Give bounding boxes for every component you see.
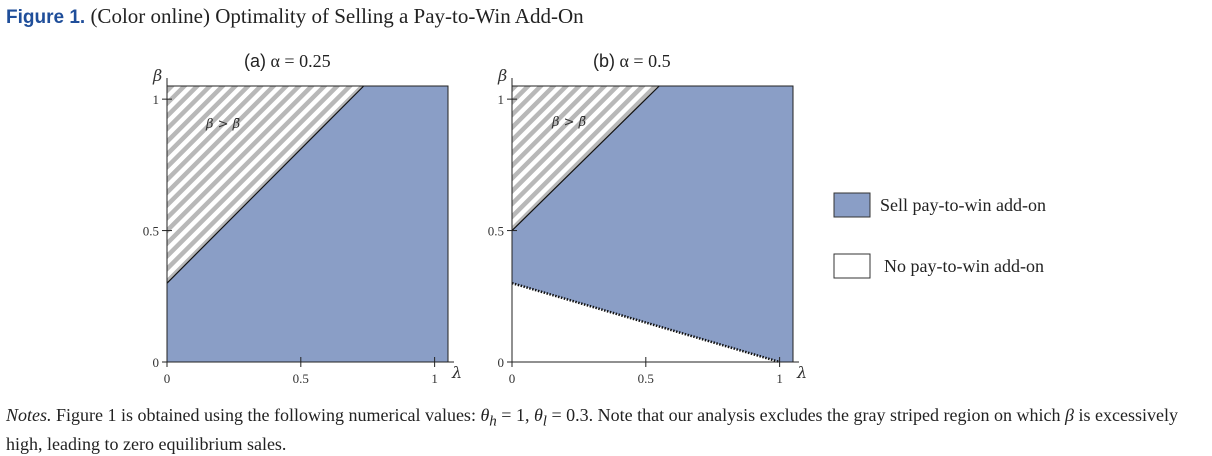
notes-eq-1: = 1,	[496, 405, 534, 425]
figure-caption: Figure 1. (Color online) Optimality of S…	[6, 2, 584, 30]
sell-boundary-dotted-line	[511, 281, 780, 364]
notes-eq-2: = 0.3. Note that our analysis excludes t…	[546, 405, 1065, 425]
figure-title: (Color online) Optimality of Selling a P…	[90, 4, 584, 28]
x-tick-label: 1	[431, 371, 438, 386]
notes-lead: Notes.	[6, 405, 52, 425]
legend-swatch-sell	[833, 192, 871, 218]
theta-l-subscript: l	[542, 413, 547, 430]
x-axis-label: λ	[451, 363, 462, 382]
y-tick-label: 1	[498, 92, 505, 107]
notes-text-1: Figure 1 is obtained using the following…	[51, 405, 481, 425]
x-axis-label: λ	[796, 363, 807, 382]
legend: Sell pay-to-win add-on No pay-to-win add…	[833, 192, 1046, 279]
sell-region	[167, 86, 448, 362]
legend-label-sell: Sell pay-to-win add-on	[880, 195, 1046, 215]
beta-bar-boundary-line	[166, 85, 365, 284]
theta-h-symbol: θ	[480, 405, 490, 425]
x-tick-label: 0	[164, 371, 171, 386]
y-axis-label: β	[152, 66, 162, 85]
beta-bar-boundary-line	[511, 85, 660, 231]
y-tick-label: 0	[498, 355, 505, 370]
legend-swatch-no-sell	[833, 253, 871, 279]
x-tick-label: 1	[776, 371, 783, 386]
panel-b-alpha: α = 0.5	[619, 51, 671, 71]
panel-b-label: (b)	[593, 51, 615, 71]
x-tick-label: 0	[509, 371, 516, 386]
panel-a-alpha: α = 0.25	[270, 51, 331, 71]
sell-region	[512, 86, 793, 362]
theta-l-symbol: θ	[533, 405, 543, 425]
panel-a-label: (a)	[244, 51, 266, 71]
y-axis-label: β	[497, 66, 507, 85]
x-tick-label: 0.5	[293, 371, 309, 386]
figure-notes: Notes. Figure 1 is obtained using the fo…	[6, 404, 1210, 455]
figure-label: Figure 1.	[6, 7, 86, 28]
legend-label-no-sell: No pay-to-win add-on	[884, 256, 1044, 276]
excluded-region-label: β > β̄	[551, 115, 586, 130]
y-tick-label: 1	[153, 92, 160, 107]
panel-a-title: (a) α = 0.25	[244, 50, 331, 72]
panel-b-title: (b) α = 0.5	[593, 50, 671, 72]
beta-symbol: β	[1065, 405, 1074, 425]
y-tick-label: 0.5	[143, 224, 159, 239]
y-tick-label: 0	[153, 355, 160, 370]
plot-frame	[167, 85, 449, 362]
excluded-region-label: β > β̄	[205, 117, 240, 132]
plot-frame	[512, 85, 794, 362]
notes-text-2: is excessively high, leading to zero equ…	[6, 405, 1178, 454]
x-tick-label: 0.5	[638, 371, 654, 386]
theta-h-subscript: h	[489, 413, 497, 430]
y-tick-label: 0.5	[488, 224, 504, 239]
